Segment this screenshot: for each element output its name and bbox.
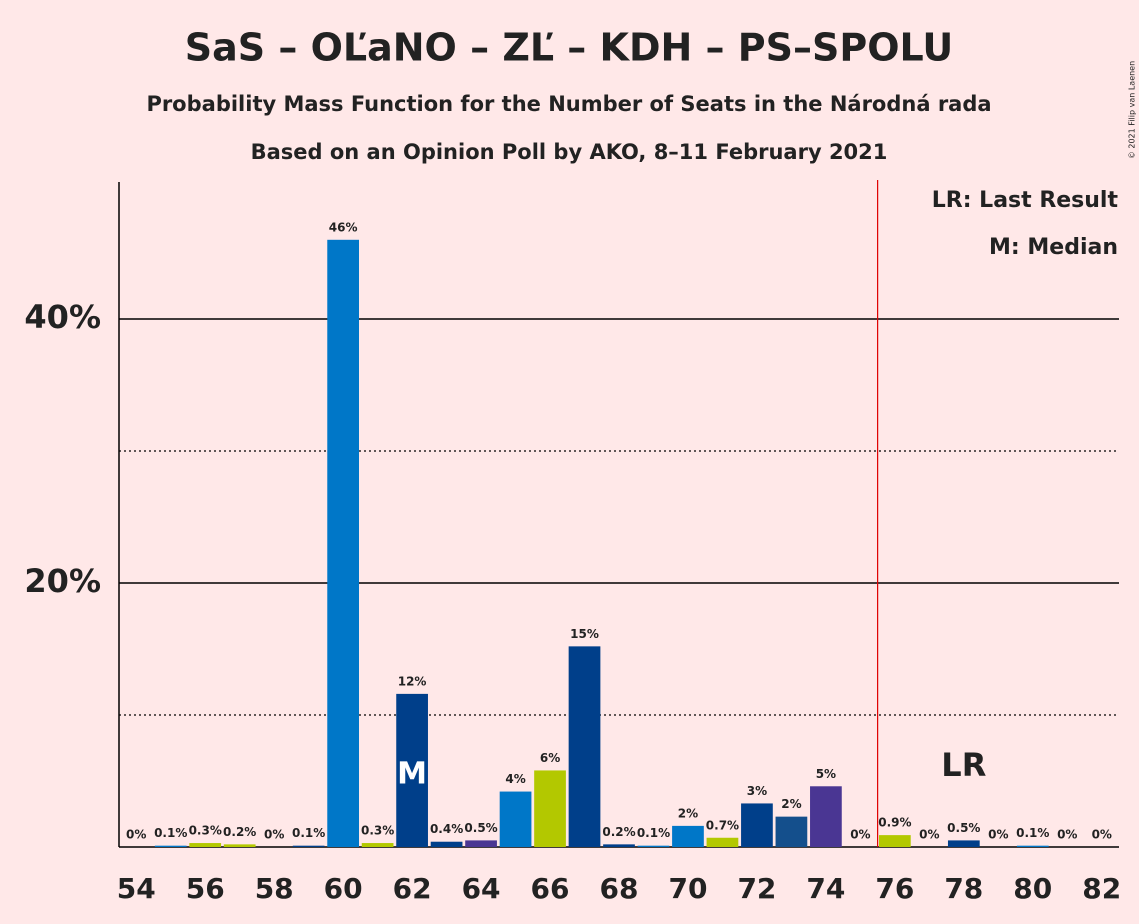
bar — [879, 835, 911, 847]
x-tick-label: 58 — [255, 872, 294, 905]
x-tick-label: 80 — [1013, 872, 1052, 905]
x-tick-label: 56 — [186, 872, 225, 905]
x-tick-label: 76 — [875, 872, 914, 905]
bar — [947, 840, 980, 847]
value-label: 0.4% — [430, 822, 463, 836]
bar — [1016, 845, 1049, 847]
value-label: 0.5% — [947, 821, 980, 835]
value-label: 0.1% — [1016, 826, 1049, 840]
value-label: 0.1% — [154, 826, 187, 840]
value-label: 46% — [329, 220, 358, 234]
value-label: 0% — [919, 828, 939, 842]
bar — [189, 843, 222, 847]
value-label: 0% — [1092, 828, 1112, 842]
x-tick-label: 78 — [944, 872, 983, 905]
value-label: 0% — [126, 828, 146, 842]
x-tick-label: 82 — [1082, 872, 1121, 905]
bar — [292, 845, 325, 847]
bar — [672, 825, 704, 847]
value-label: 0% — [850, 828, 870, 842]
x-tick-label: 72 — [737, 872, 776, 905]
bar — [465, 840, 497, 847]
x-tick-label: 64 — [462, 872, 501, 905]
copyright: © 2021 Filip van Laenen — [1128, 61, 1137, 159]
value-label: 0.3% — [189, 824, 222, 838]
value-label: 0.5% — [464, 821, 497, 835]
bar — [430, 841, 463, 847]
value-label: 0.2% — [602, 825, 635, 839]
value-label: 2% — [678, 806, 698, 820]
median-marker: M — [397, 757, 427, 792]
y-tick-label: 40% — [24, 298, 101, 336]
chart-subtitle: Probability Mass Function for the Number… — [146, 92, 991, 116]
bar — [637, 845, 670, 847]
value-label: 0.1% — [637, 826, 670, 840]
value-label: 15% — [570, 627, 599, 641]
x-tick-label: 62 — [393, 872, 432, 905]
bar — [568, 646, 601, 847]
legend-entry: M: Median — [989, 235, 1118, 260]
value-label: 0% — [988, 828, 1008, 842]
x-tick-label: 60 — [324, 872, 363, 905]
value-label: 0% — [264, 828, 284, 842]
chart-subtitle: Based on an Opinion Poll by AKO, 8–11 Fe… — [251, 140, 888, 164]
bar — [361, 843, 394, 847]
value-label: 12% — [398, 674, 427, 688]
bar — [775, 816, 808, 847]
value-label: 0.9% — [878, 816, 911, 830]
value-label: 2% — [781, 797, 801, 811]
bar — [223, 844, 256, 847]
bar — [810, 786, 842, 847]
bar — [534, 770, 566, 847]
value-label: 0.2% — [223, 825, 256, 839]
x-tick-label: 70 — [668, 872, 707, 905]
y-tick-label: 20% — [24, 562, 101, 600]
value-label: 4% — [505, 772, 525, 786]
x-tick-label: 68 — [600, 872, 639, 905]
x-tick-label: 74 — [806, 872, 845, 905]
bar — [499, 791, 532, 847]
value-label: 0% — [1057, 828, 1077, 842]
value-label: 0.1% — [292, 826, 325, 840]
value-label: 0.7% — [706, 818, 739, 832]
bar — [603, 844, 635, 847]
x-tick-label: 54 — [117, 872, 156, 905]
last-result-marker: LR — [941, 746, 986, 784]
value-label: 3% — [747, 784, 767, 798]
value-label: 5% — [816, 767, 836, 781]
value-label: 0.3% — [361, 824, 394, 838]
bar — [396, 693, 428, 847]
value-label: 6% — [540, 751, 560, 765]
chart-title: SaS – OĽaNO – ZĽ – KDH – PS–SPOLU — [185, 26, 954, 70]
x-tick-label: 66 — [531, 872, 570, 905]
bar — [741, 803, 773, 847]
bar — [154, 845, 187, 847]
bar — [706, 837, 739, 847]
legend-entry: LR: Last Result — [932, 188, 1119, 213]
bar — [327, 239, 359, 848]
